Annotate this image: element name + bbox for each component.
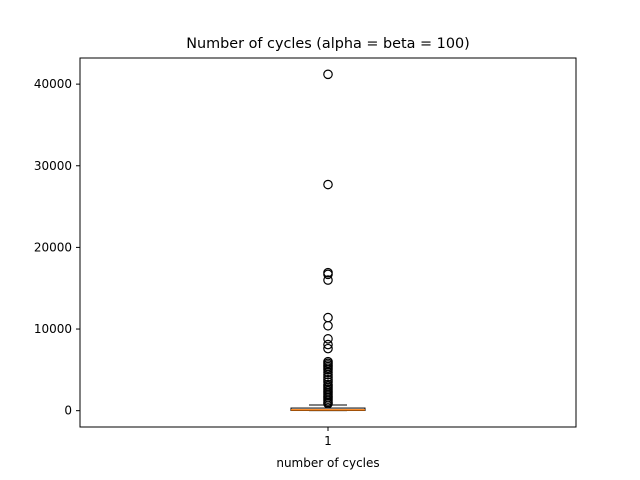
outlier-point xyxy=(323,367,333,378)
outlier-point xyxy=(323,275,333,285)
outlier-point xyxy=(323,269,333,280)
y-axis: 0 10000 20000 30000 40000 xyxy=(34,77,80,418)
plot-marks xyxy=(290,69,366,412)
y-tick-label: 30000 xyxy=(34,159,72,173)
x-axis-label: number of cycles xyxy=(276,456,379,470)
outlier-point xyxy=(323,398,333,409)
outlier-point xyxy=(323,312,333,323)
outlier-point xyxy=(323,69,333,80)
y-tick-label: 0 xyxy=(64,404,72,418)
y-tick-label: 20000 xyxy=(34,240,72,254)
y-tick-label: 10000 xyxy=(34,322,72,336)
x-tick-label: 1 xyxy=(324,434,332,448)
outlier-point xyxy=(323,179,333,190)
outlier-point xyxy=(323,343,333,354)
outlier-point xyxy=(323,320,333,331)
chart-title: Number of cycles (alpha = beta = 100) xyxy=(186,36,470,52)
outlier-point xyxy=(323,369,333,380)
outlier-point xyxy=(323,339,333,350)
plot-area-frame xyxy=(79,57,577,428)
x-axis: 1 xyxy=(324,427,332,448)
outlier-point xyxy=(323,334,333,344)
y-tick-label: 40000 xyxy=(34,77,72,91)
outlier-point xyxy=(323,365,333,375)
